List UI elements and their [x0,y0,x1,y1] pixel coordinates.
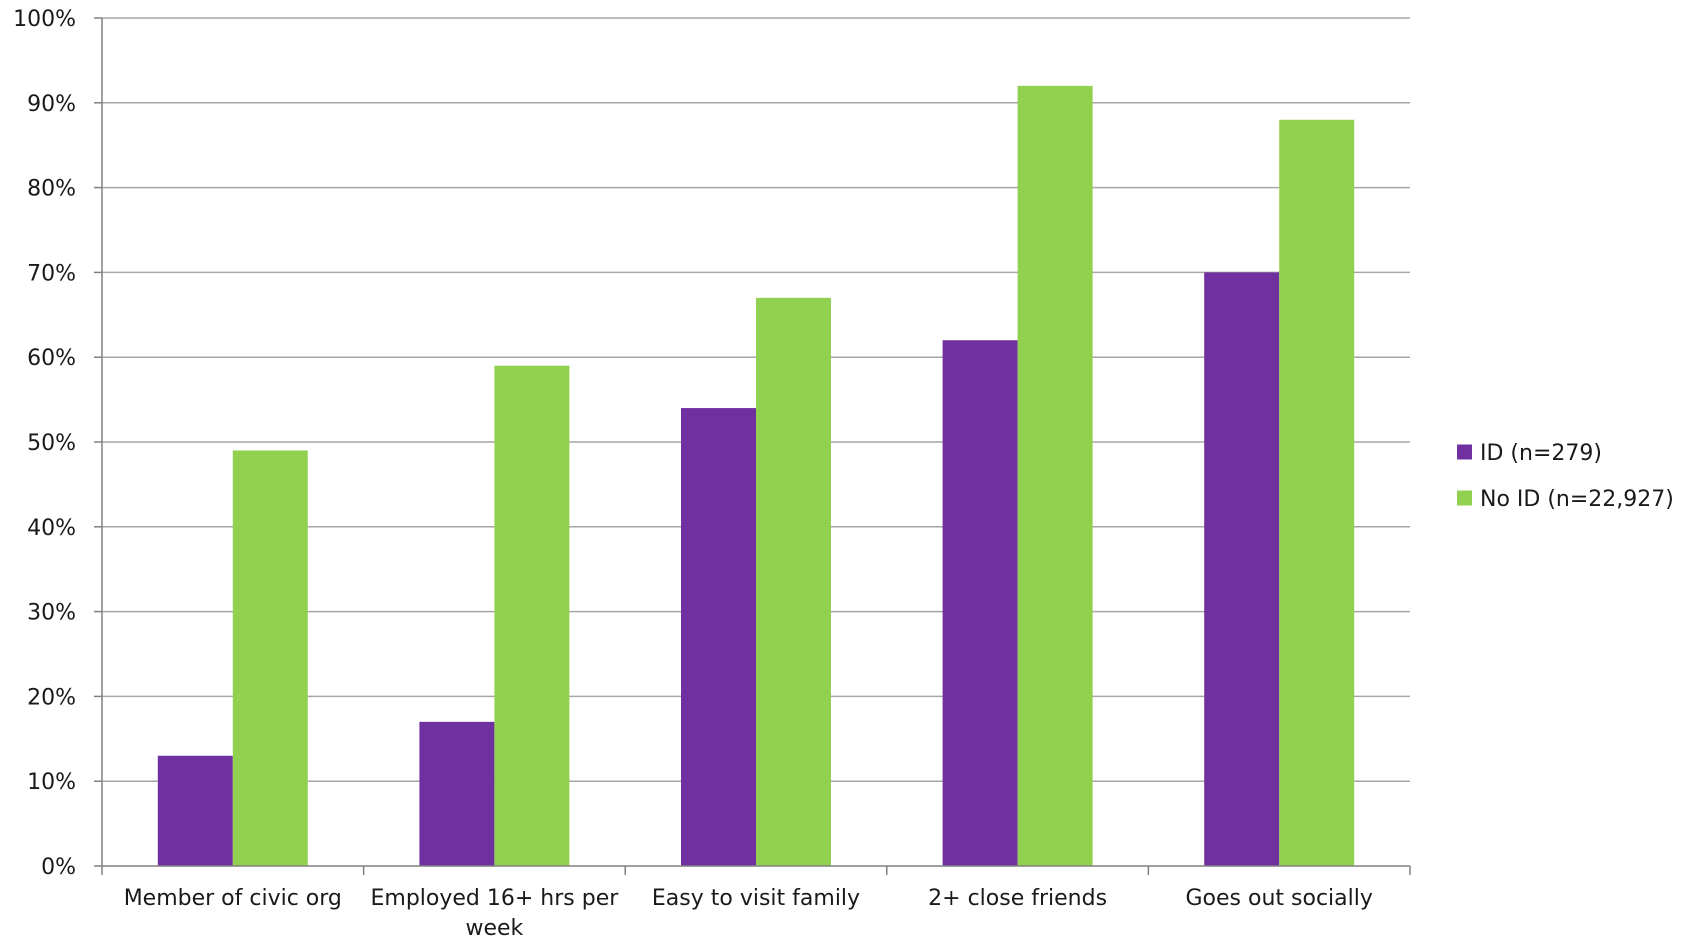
bar [942,340,1018,866]
y-tick-label: 50% [27,431,76,456]
x-axis-category-labels: Member of civic org Employed 16+ hrs per w… [124,886,1373,940]
x-category-label: 2+ close friends [928,886,1107,911]
x-category-label-line: week [465,916,523,940]
x-category-label: Easy to visit family [652,886,860,911]
x-category-label: Employed 16+ hrs per week [371,886,620,940]
bar [681,408,756,866]
y-tick-label: 70% [27,261,76,286]
bar [419,721,495,866]
y-tick-label: 60% [27,346,76,371]
legend: ID (n=279) No ID (n=22,927) [1457,441,1674,512]
y-tick-label: 40% [27,516,76,541]
y-tick-label: 80% [27,177,76,202]
x-category-label-line: Easy to visit family [652,886,860,911]
bars [157,85,1355,867]
x-category-label-line: Member of civic org [124,886,342,911]
bar [1204,272,1280,866]
bar [1017,85,1093,867]
legend-swatch [1457,490,1472,506]
bar [756,297,831,867]
legend-label: ID (n=279) [1480,441,1602,466]
legend-label: No ID (n=22,927) [1480,487,1674,512]
legend-swatch [1457,444,1472,460]
x-category-label: Goes out socially [1186,886,1373,911]
y-tick-label: 20% [27,685,76,710]
x-category-label-line: Goes out socially [1186,886,1373,911]
y-axis-tick-labels: 0% 10% 20% 30% 40% 50% 60% 70% 80% 90% 100% [13,7,76,880]
bar [157,755,233,866]
y-tick-label: 90% [27,92,76,117]
y-tick-label: 0% [41,855,76,880]
axes [94,17,1411,875]
bar [1279,119,1355,866]
bar [232,450,308,866]
y-tick-label: 10% [27,770,76,795]
y-tick-label: 30% [27,601,76,626]
bar [494,365,570,866]
y-tick-label: 100% [13,7,76,32]
x-category-label-line: 2+ close friends [928,886,1107,911]
x-category-label-line: Employed 16+ hrs per [371,886,620,911]
x-category-label: Member of civic org [124,886,342,911]
